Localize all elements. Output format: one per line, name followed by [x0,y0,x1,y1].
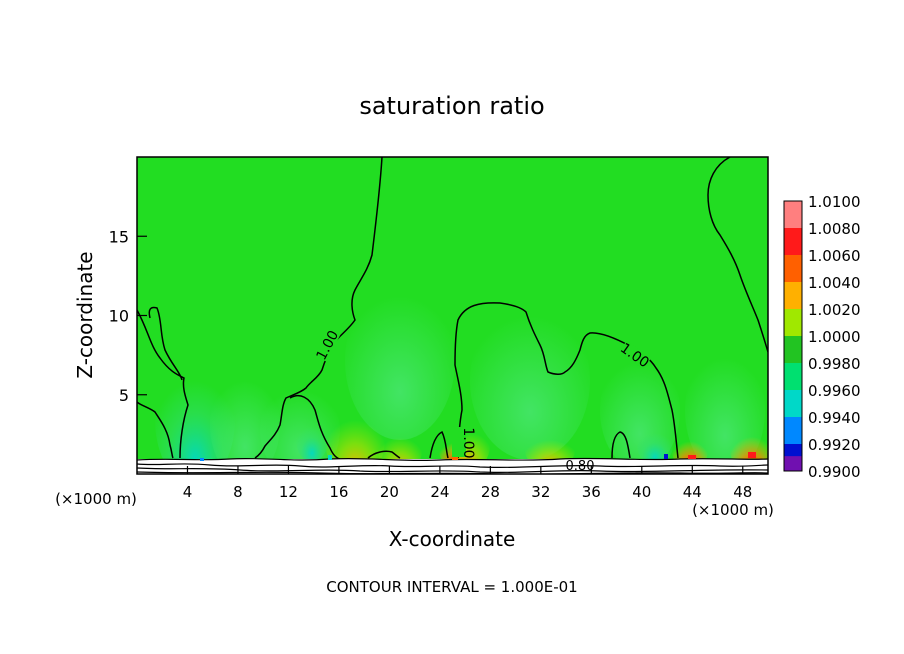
field-patch [470,300,590,460]
contour-interval-note: CONTOUR INTERVAL = 1.000E-01 [326,578,577,596]
y-axis: 5 10 15 [109,227,147,405]
speckle [748,452,756,458]
boundary-contour [137,467,768,474]
colorbar-frame [783,200,803,472]
y-tick-label: 15 [109,227,129,246]
contour-line [254,157,383,459]
x-tick-label: 24 [430,483,449,501]
contour-label-bg [313,328,341,362]
colorbar-label: 1.0020 [808,301,861,319]
colorbar-label: 1.0100 [808,193,861,211]
x-axis-label: X-coordinate [389,527,516,551]
colorbar-swatch [784,201,802,228]
y-tick-label: 5 [119,386,129,405]
colorbar-label: 0.9920 [808,436,861,454]
colorbar-label: 0.9980 [808,355,861,373]
x-tick-label: 40 [632,483,651,501]
field-patch [296,418,328,462]
x-tick-label: 4 [183,483,193,501]
contour-line [137,401,174,459]
colorbar-swatch [784,390,802,417]
chart-title: saturation ratio [359,92,544,120]
x-tick-label: 12 [279,483,298,501]
field-patch [325,400,385,474]
x-tick-label: 20 [380,483,399,501]
colorbar-swatch [784,228,802,255]
contour-line [367,450,401,459]
colorbar-swatch [784,336,802,363]
y-axis-unit: (×1000 m) [55,490,137,508]
x-axis: 4 8 12 16 20 24 28 32 36 40 44 48 [183,466,752,501]
x-tick-label: 44 [683,483,702,501]
contour-lines [137,157,768,460]
contour-line [137,309,189,459]
colorbar-label: 1.0080 [808,220,861,238]
speckle [664,454,668,459]
x-tick-label: 16 [329,483,348,501]
colorbar-label: 0.9940 [808,409,861,427]
x-tick-label: 8 [233,483,243,501]
speckle [688,455,696,459]
boundary-contour [137,457,768,462]
colorbar: 1.0100 1.0080 1.0060 1.0040 1.0020 1.0000 0.99… [783,193,861,481]
contour-line [148,306,183,381]
contour-label-bg [618,340,652,370]
speckle [452,456,458,460]
colorbar-label: 1.0000 [808,328,861,346]
plot-area [137,157,768,474]
colorbar-swatch [784,456,802,471]
field-patch [210,370,280,474]
colorbar-label: 0.9960 [808,382,861,400]
colorbar-label: 0.9900 [808,463,861,481]
speckle [200,458,204,461]
x-tick-label: 28 [481,483,500,501]
y-axis-label: Z-coordinate [73,251,97,378]
x-axis-unit: (×1000 m) [692,501,774,519]
contour-line [429,430,449,459]
contour-line [454,302,679,459]
colorbar-swatch [784,255,802,282]
x-tick-label: 48 [733,483,752,501]
contour-line [611,431,631,459]
field-patch [345,280,455,440]
contour-line [289,394,341,460]
x-tick-label: 32 [531,483,550,501]
contour-label: 1.00 [460,427,476,458]
contour-label: 0.80 [566,459,595,474]
colorbar-swatch [784,417,802,444]
contour-label-bg [452,427,466,457]
colorbar-label: 1.0060 [808,247,861,265]
colorbar-swatch [784,363,802,390]
colorbar-label: 1.0040 [808,274,861,292]
speckle [328,455,332,460]
colorbar-swatch [784,309,802,336]
y-tick-label: 10 [109,307,129,326]
x-tick-label: 36 [582,483,601,501]
contour-line [707,157,768,353]
colorbar-swatch [784,282,802,309]
